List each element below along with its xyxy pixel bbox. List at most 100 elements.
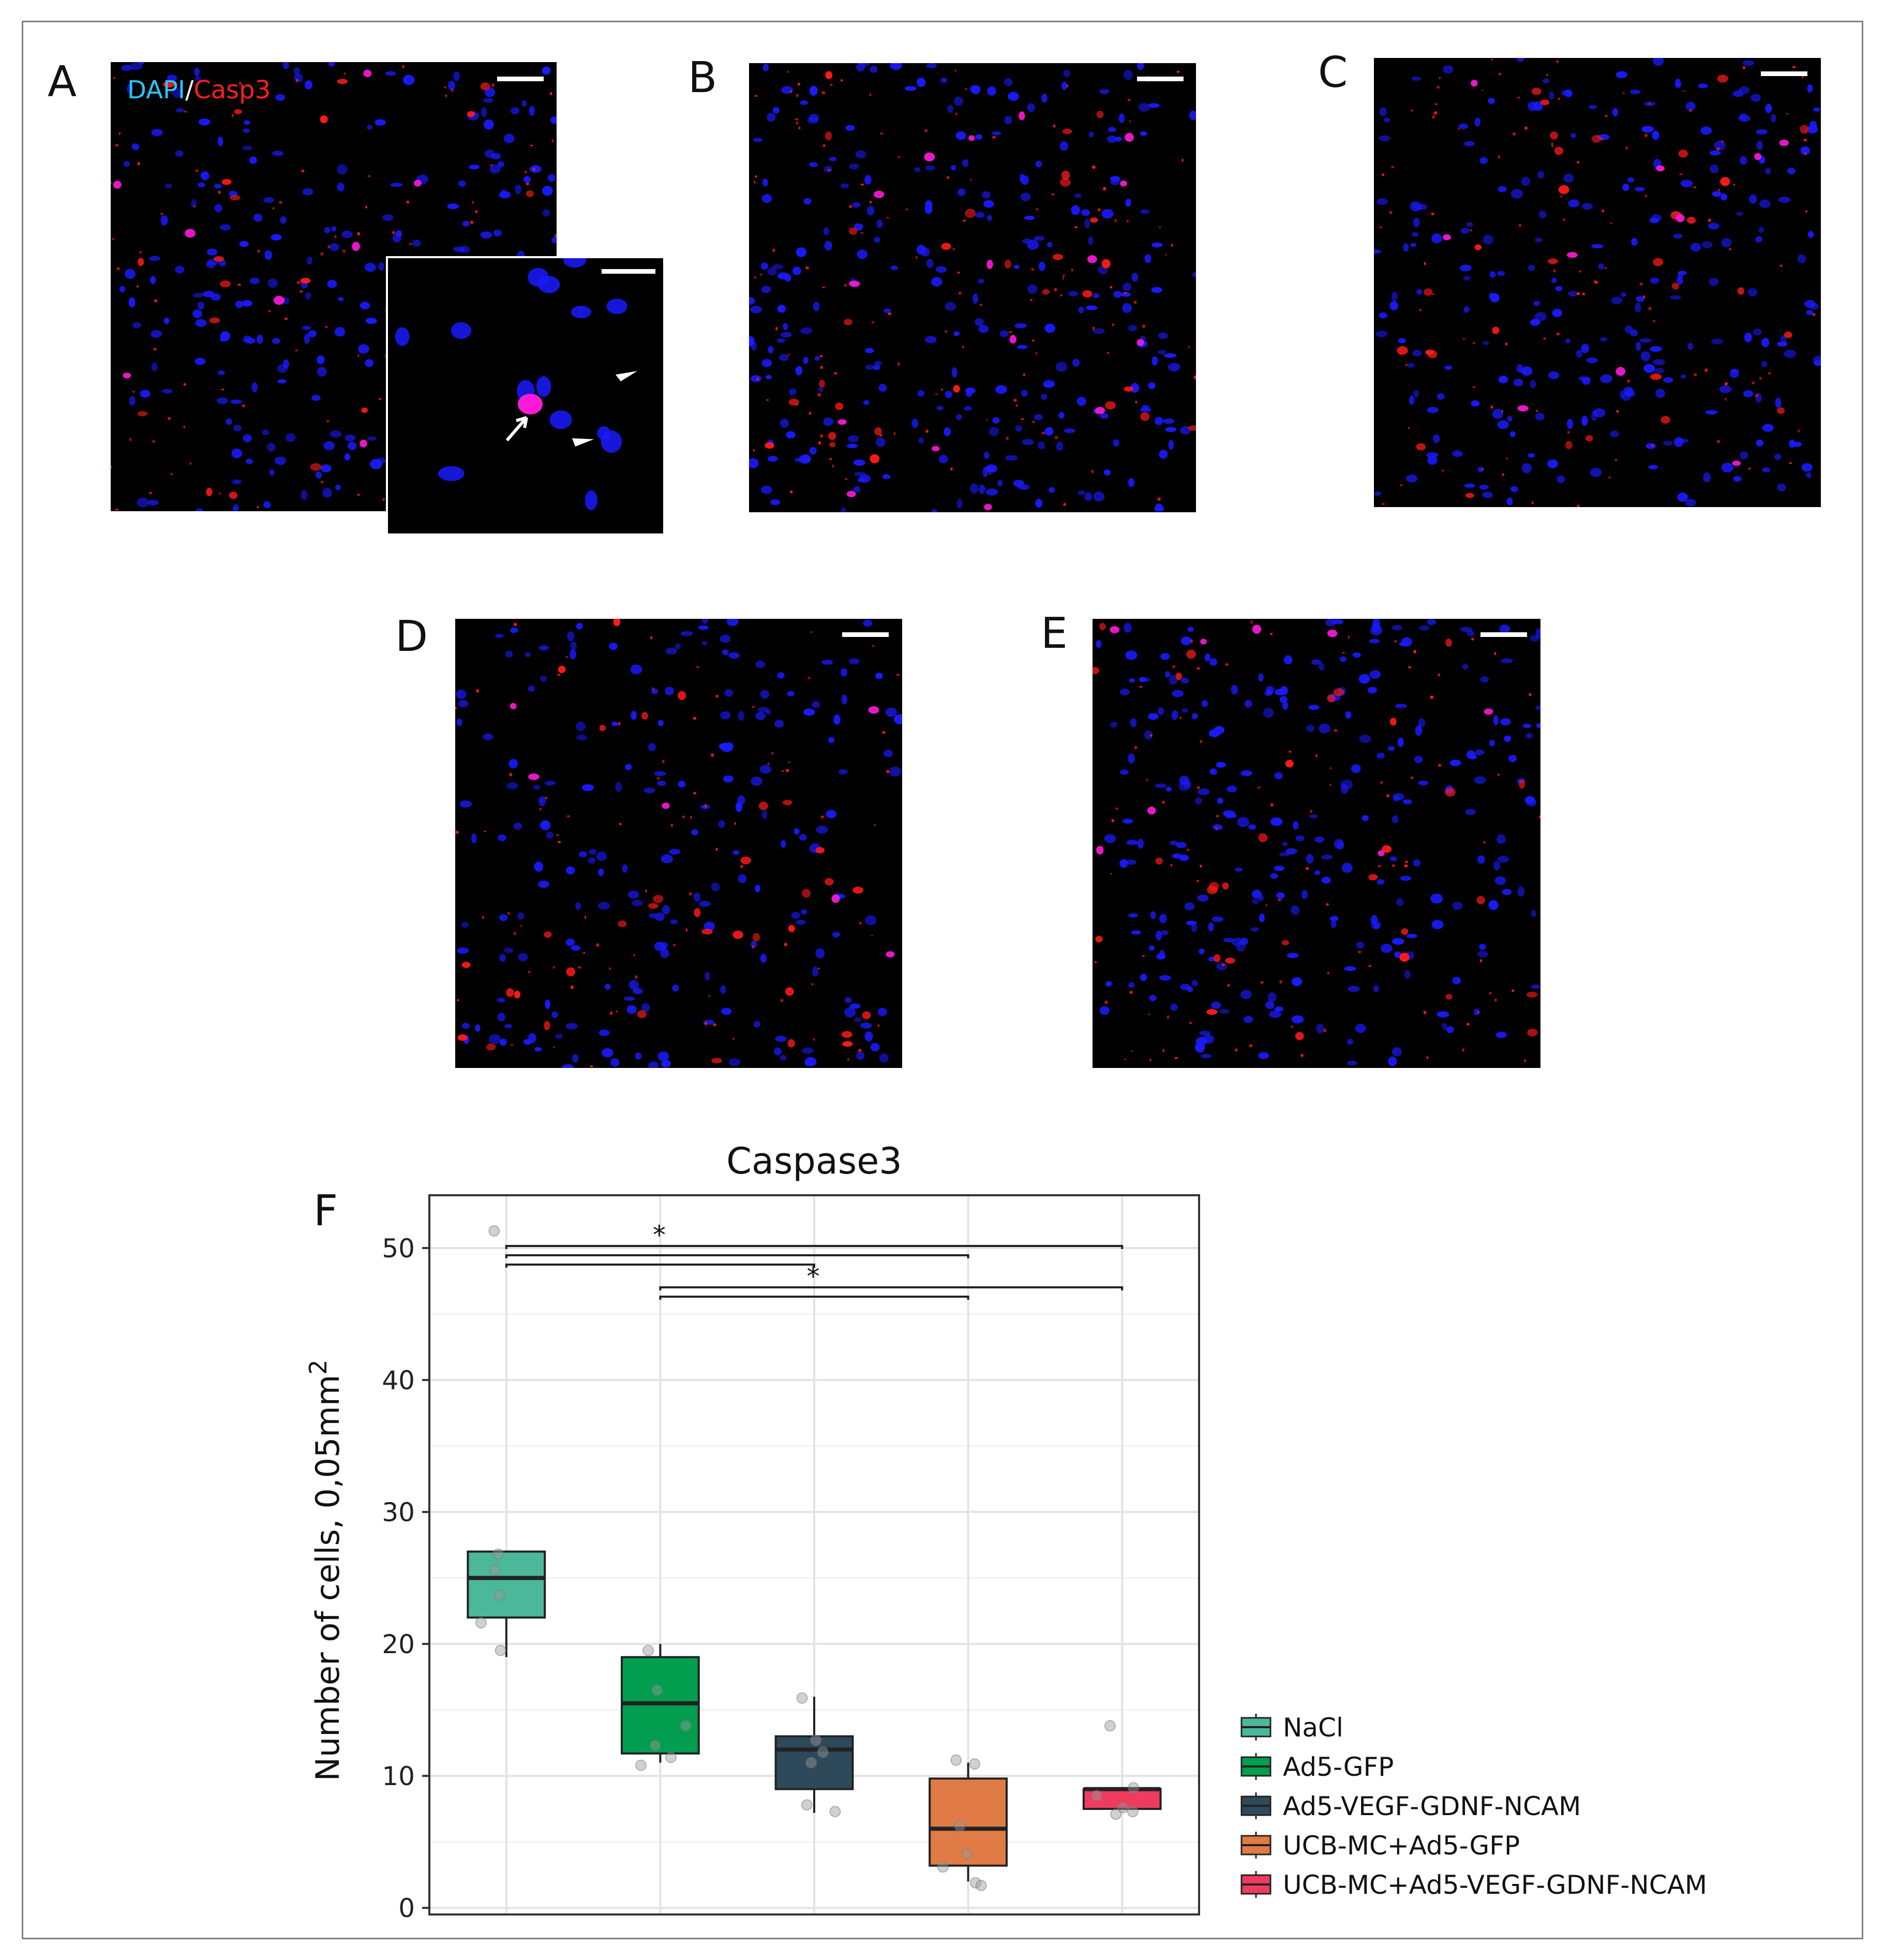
merged-signal xyxy=(1096,625,1493,856)
box-ucb-mc-ad5-gfp xyxy=(929,1754,1008,1891)
data-point xyxy=(817,1746,829,1758)
data-point xyxy=(796,1692,808,1704)
y-tick-label: 10 xyxy=(382,1761,415,1791)
data-point xyxy=(801,1799,813,1811)
data-point xyxy=(810,1734,822,1746)
legend-label: UCB-MC+Ad5-VEGF-GDNF-NCAM xyxy=(1283,1870,1707,1900)
significance-bracket xyxy=(659,1296,969,1300)
panel-label-d: D xyxy=(395,612,428,661)
significance-brackets: ** xyxy=(505,1220,1124,1300)
data-point xyxy=(1127,1806,1139,1818)
y-tick-label: 30 xyxy=(382,1497,415,1527)
y-axis-label: Number of cells, 0,05mm2 xyxy=(304,1360,347,1781)
data-point xyxy=(1091,1790,1103,1802)
data-point xyxy=(651,1684,663,1696)
micrograph-d xyxy=(455,619,902,1068)
box-nacl xyxy=(467,1225,546,1657)
dapi-nuclei xyxy=(749,63,1196,512)
legend-item: UCB-MC+Ad5-GFP xyxy=(1240,1831,1520,1861)
data-point xyxy=(642,1644,654,1656)
data-point xyxy=(1117,1802,1129,1814)
data-point xyxy=(1128,1782,1140,1794)
data-point xyxy=(635,1759,647,1771)
scale-bar-b xyxy=(1137,77,1184,81)
casp3-signal xyxy=(1379,58,1816,507)
panel-label-a: A xyxy=(48,57,77,107)
data-point xyxy=(649,1740,661,1751)
y-axis-ticks: 0 10 20 30 40 50 xyxy=(382,1234,429,1923)
legend: NaCl Ad5-GFP Ad5-VEGF-GDNF-NCAM UCB-MC+Ad5-… xyxy=(1240,1713,1707,1900)
scale-bar-e xyxy=(1480,632,1527,637)
legend-item: Ad5-VEGF-GDNF-NCAM xyxy=(1240,1791,1581,1821)
scale-bar-a xyxy=(497,77,544,81)
stain-separator: / xyxy=(185,76,194,105)
scale-bar-d xyxy=(842,632,889,637)
stain-legend: DAPI/Casp3 xyxy=(127,78,271,102)
significance-bracket xyxy=(505,1254,969,1258)
micrograph-e xyxy=(1093,619,1540,1068)
data-point xyxy=(665,1751,677,1763)
box-ucb-mc-ad5-vegf-gdnf-ncam xyxy=(1082,1720,1162,1820)
micrograph-c xyxy=(1374,58,1821,507)
micrograph-a-inset xyxy=(386,256,665,536)
data-point xyxy=(488,1225,500,1237)
significance-star: * xyxy=(807,1261,820,1291)
merged-signal xyxy=(837,111,1144,511)
dapi-nuclei xyxy=(1374,58,1821,507)
y-tick-label: 40 xyxy=(382,1365,415,1395)
merged-signal xyxy=(510,703,895,958)
data-point xyxy=(1110,1808,1122,1820)
legend-label: Ad5-VEGF-GDNF-NCAM xyxy=(1283,1791,1581,1821)
data-point xyxy=(489,1564,501,1576)
legend-item: UCB-MC+Ad5-VEGF-GDNF-NCAM xyxy=(1240,1870,1707,1900)
y-tick-label: 20 xyxy=(382,1629,415,1659)
data-point xyxy=(680,1720,692,1732)
merged-signal xyxy=(1443,80,1789,466)
data-point xyxy=(969,1877,981,1889)
data-point xyxy=(805,1757,817,1769)
data-point xyxy=(829,1806,841,1818)
y-tick-label: 50 xyxy=(382,1234,415,1264)
data-point xyxy=(937,1861,949,1873)
box-iqr xyxy=(929,1777,1008,1867)
stain-label-dapi: DAPI xyxy=(127,76,186,105)
data-point xyxy=(1104,1720,1116,1732)
casp3-signal xyxy=(1093,620,1540,1063)
y-tick-label: 0 xyxy=(398,1893,415,1923)
stain-label-casp3: Casp3 xyxy=(193,76,271,105)
panel-label-e: E xyxy=(1041,609,1068,658)
legend-label: UCB-MC+Ad5-GFP xyxy=(1283,1831,1520,1861)
scale-bar-a-inset xyxy=(602,269,655,274)
legend-item: Ad5-GFP xyxy=(1240,1752,1394,1782)
legend-label: Ad5-GFP xyxy=(1283,1752,1394,1782)
data-point xyxy=(495,1644,506,1656)
panel-label-b: B xyxy=(688,53,717,102)
panel-label-f: F xyxy=(313,1186,338,1236)
data-point xyxy=(975,1879,987,1891)
dapi-nuclei xyxy=(456,619,902,1068)
significance-star: * xyxy=(653,1220,666,1250)
data-point xyxy=(969,1758,981,1770)
chart-title: Caspase3 xyxy=(726,1140,902,1182)
data-point xyxy=(961,1848,973,1860)
data-point xyxy=(493,1589,505,1601)
plot-border xyxy=(428,1194,1200,1916)
figure-frame xyxy=(22,21,1863,1939)
casp3-signal xyxy=(455,619,900,1067)
box-iqr xyxy=(467,1550,546,1619)
legend-item: NaCl xyxy=(1240,1713,1343,1743)
data-point xyxy=(475,1617,487,1629)
significance-bracket xyxy=(659,1286,1124,1290)
box-ad5-vegf-gdnf-ncam xyxy=(774,1692,854,1818)
scale-bar-c xyxy=(1761,71,1807,76)
micrograph-b xyxy=(749,63,1196,512)
panel-label-c: C xyxy=(1318,48,1348,97)
data-point xyxy=(950,1754,962,1766)
box-ad5-gfp xyxy=(621,1644,700,1771)
legend-label: NaCl xyxy=(1283,1713,1343,1743)
casp3-signal xyxy=(753,69,1196,506)
box-iqr xyxy=(1082,1788,1162,1810)
data-point xyxy=(492,1548,504,1560)
significance-bracket xyxy=(505,1245,1124,1249)
